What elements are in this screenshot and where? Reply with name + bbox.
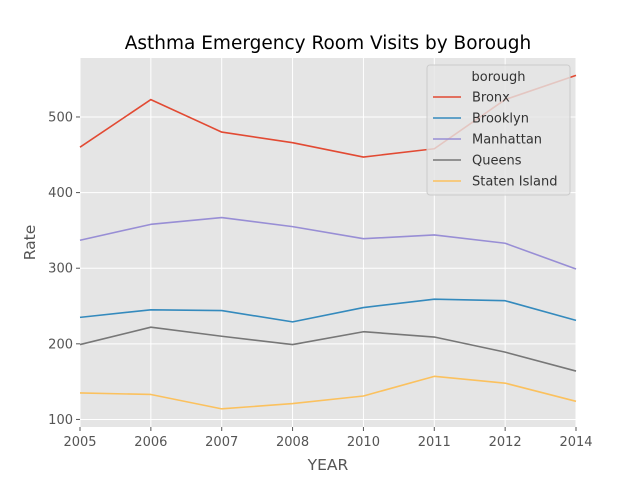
legend-item: Manhattan: [433, 133, 542, 148]
y-axis-ticks: 100 200 300 400 500: [48, 110, 80, 428]
legend-label: Manhattan: [472, 133, 542, 148]
legend-label: Queens: [472, 154, 522, 169]
legend-title: borough: [472, 70, 526, 85]
x-tick-label: 2007: [205, 435, 238, 450]
legend-box: [426, 64, 571, 196]
x-tick-label: 2005: [63, 435, 96, 450]
x-tick-label: 2008: [276, 435, 309, 450]
y-tick-label: 200: [48, 337, 73, 352]
x-axis-label: YEAR: [307, 456, 349, 474]
legend-item: Staten Island: [433, 175, 557, 190]
legend-label: Bronx: [472, 91, 510, 106]
x-tick-label: 2014: [559, 435, 592, 450]
series-line-queens: [79, 326, 577, 372]
series-line-brooklyn: [79, 298, 577, 323]
legend-item: Bronx: [433, 91, 510, 106]
y-tick-label: 400: [48, 186, 73, 201]
legend-label: Brooklyn: [472, 112, 529, 127]
x-tick-label: 2012: [489, 435, 522, 450]
series-line-manhattan: [79, 216, 577, 270]
legend-items: Bronx Brooklyn Manhattan Queens Staten Islan…: [433, 91, 557, 190]
y-tick-label: 300: [48, 262, 73, 277]
chart-title: Asthma Emergency Room Visits by Borough: [125, 33, 532, 54]
series-line-staten-island: [79, 375, 577, 410]
legend-item: Queens: [433, 154, 522, 169]
x-tick-label: 2010: [347, 435, 380, 450]
x-axis-ticks: 2005 2006 2007 2008 2010 2011 2012 2014: [63, 427, 593, 450]
legend-item: Brooklyn: [433, 112, 529, 127]
x-tick-label: 2011: [418, 435, 451, 450]
y-axis-label: Rate: [21, 225, 39, 261]
legend-label: Staten Island: [472, 175, 557, 190]
y-tick-label: 500: [48, 110, 73, 125]
x-tick-label: 2006: [134, 435, 167, 450]
series-lines: [79, 74, 577, 410]
y-tick-label: 100: [48, 413, 73, 428]
legend: borough Bronx Brooklyn Manhattan Queens Stat…: [426, 64, 571, 196]
